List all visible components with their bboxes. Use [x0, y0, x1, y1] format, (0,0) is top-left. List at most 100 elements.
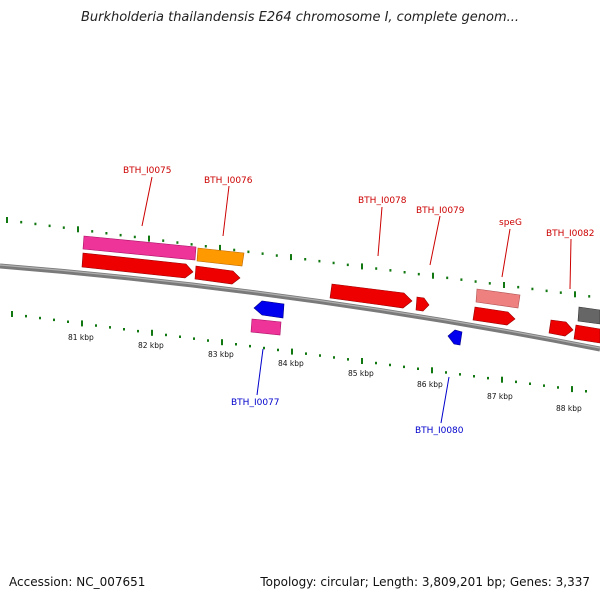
- inner-minor-tick: [557, 386, 559, 389]
- outer-minor-tick: [474, 280, 477, 283]
- inner-minor-tick: [459, 373, 461, 376]
- outer-major-tick: [219, 244, 221, 251]
- gene-label-BTH_I0075[interactable]: BTH_I0075: [123, 166, 172, 176]
- feature-BTH_I0075-rna[interactable]: [82, 235, 197, 261]
- outer-minor-tick: [233, 248, 236, 252]
- inner-tick-row: [11, 311, 587, 393]
- outer-major-tick: [574, 291, 576, 298]
- genome-summary-text: Topology: circular; Length: 3,809,201 bp…: [260, 575, 590, 589]
- outer-major-tick: [77, 226, 79, 233]
- outer-minor-tick: [403, 271, 406, 274]
- outer-minor-tick: [531, 287, 534, 291]
- scale-label-81: 81 kbp: [68, 333, 94, 342]
- outer-minor-tick: [375, 267, 378, 270]
- scale-label-88: 88 kbp: [556, 404, 582, 413]
- inner-minor-tick: [403, 365, 405, 369]
- inner-major-tick: [11, 311, 13, 317]
- inner-minor-tick: [25, 314, 27, 318]
- inner-minor-tick: [333, 356, 335, 359]
- outer-major-tick: [361, 263, 363, 270]
- outer-minor-tick: [488, 282, 491, 285]
- outer-minor-tick: [332, 261, 335, 265]
- inner-minor-tick: [123, 328, 125, 331]
- outer-tick-row: [6, 217, 591, 298]
- inner-minor-tick: [305, 352, 307, 355]
- outer-minor-tick: [346, 263, 349, 267]
- scale-label-85: 85 kbp: [348, 369, 374, 378]
- inner-minor-tick: [263, 346, 265, 350]
- inner-major-tick: [361, 358, 363, 364]
- gene-label-BTH_I0079[interactable]: BTH_I0079: [416, 206, 465, 216]
- outer-major-tick: [6, 217, 8, 223]
- outer-minor-tick: [204, 245, 207, 248]
- outer-minor-tick: [176, 241, 179, 244]
- inner-major-tick: [291, 348, 293, 355]
- inner-minor-tick: [109, 326, 111, 329]
- feature-BTH_I0076-cds[interactable]: [194, 265, 241, 285]
- gene-label-BTH_I0077[interactable]: BTH_I0077: [231, 398, 280, 408]
- accession-text: Accession: NC_007651: [9, 575, 146, 589]
- gene-label-BTH_I0080[interactable]: BTH_I0080: [415, 426, 464, 436]
- outer-minor-tick: [275, 254, 278, 257]
- outer-minor-tick: [304, 258, 307, 261]
- feature-BTH_I0079-cds[interactable]: [415, 296, 430, 312]
- feature-BTH_I0078-cds[interactable]: [329, 283, 413, 309]
- inner-minor-tick: [347, 358, 349, 361]
- inner-major-tick: [431, 367, 433, 374]
- inner-minor-tick: [529, 382, 531, 385]
- inner-minor-tick: [417, 367, 419, 370]
- inner-minor-tick: [249, 344, 251, 348]
- scale-label-82: 82 kbp: [138, 341, 164, 350]
- inner-major-tick: [221, 339, 223, 346]
- feature-speG-cds[interactable]: [472, 306, 516, 326]
- inner-minor-tick: [319, 354, 321, 357]
- outer-minor-tick: [105, 232, 108, 235]
- outer-minor-tick: [133, 235, 136, 239]
- feature-BTH_I0082-cds[interactable]: [548, 319, 574, 337]
- outer-minor-tick: [62, 226, 65, 229]
- outer-minor-tick: [446, 276, 449, 280]
- outer-minor-tick: [190, 243, 193, 246]
- gene-label-BTH_I0082[interactable]: BTH_I0082: [546, 229, 595, 239]
- outer-major-tick: [148, 235, 150, 242]
- feature-next-cds[interactable]: [573, 324, 600, 344]
- inner-minor-tick: [473, 375, 475, 378]
- inner-minor-tick: [137, 329, 139, 333]
- scale-label-87: 87 kbp: [487, 392, 513, 401]
- feature-BTH_I0075-cds[interactable]: [81, 252, 194, 279]
- inner-minor-tick: [207, 339, 209, 342]
- gene-label-BTH_I0078[interactable]: BTH_I0078: [358, 196, 407, 206]
- outer-minor-tick: [588, 295, 591, 298]
- outer-major-tick: [290, 254, 292, 261]
- feature-next-gray[interactable]: [577, 306, 600, 325]
- outer-minor-tick: [417, 272, 420, 276]
- inner-minor-tick: [389, 363, 391, 367]
- feature-BTH_I0077-cds[interactable]: [253, 300, 285, 319]
- inner-minor-tick: [277, 348, 279, 352]
- map-title: Burkholderia thailandensis E264 chromoso…: [80, 10, 520, 25]
- feature-BTH_I0077-rna[interactable]: [250, 318, 282, 336]
- feature-speG-light[interactable]: [475, 288, 521, 309]
- inner-minor-tick: [193, 337, 195, 340]
- feature-BTH_I0080-cds[interactable]: [447, 329, 463, 346]
- outer-major-tick: [503, 282, 505, 288]
- inner-minor-tick: [95, 324, 97, 327]
- inner-minor-tick: [445, 371, 447, 374]
- gene-label-speG[interactable]: speG: [499, 218, 522, 228]
- inner-major-tick: [571, 386, 573, 393]
- outer-minor-tick: [559, 291, 562, 294]
- scale-label-86: 86 kbp: [417, 380, 443, 389]
- outer-minor-tick: [91, 230, 94, 233]
- inner-major-tick: [501, 376, 503, 383]
- gene-label-BTH_I0076[interactable]: BTH_I0076: [204, 176, 253, 186]
- outer-minor-tick: [247, 250, 250, 254]
- feature-BTH_I0076-orange[interactable]: [196, 247, 245, 267]
- outer-minor-tick: [517, 285, 520, 289]
- outer-minor-tick: [20, 220, 23, 224]
- inner-minor-tick: [375, 361, 377, 365]
- inner-minor-tick: [39, 316, 41, 320]
- outer-minor-tick: [545, 289, 548, 293]
- outer-minor-tick: [261, 252, 264, 255]
- outer-minor-tick: [119, 233, 122, 237]
